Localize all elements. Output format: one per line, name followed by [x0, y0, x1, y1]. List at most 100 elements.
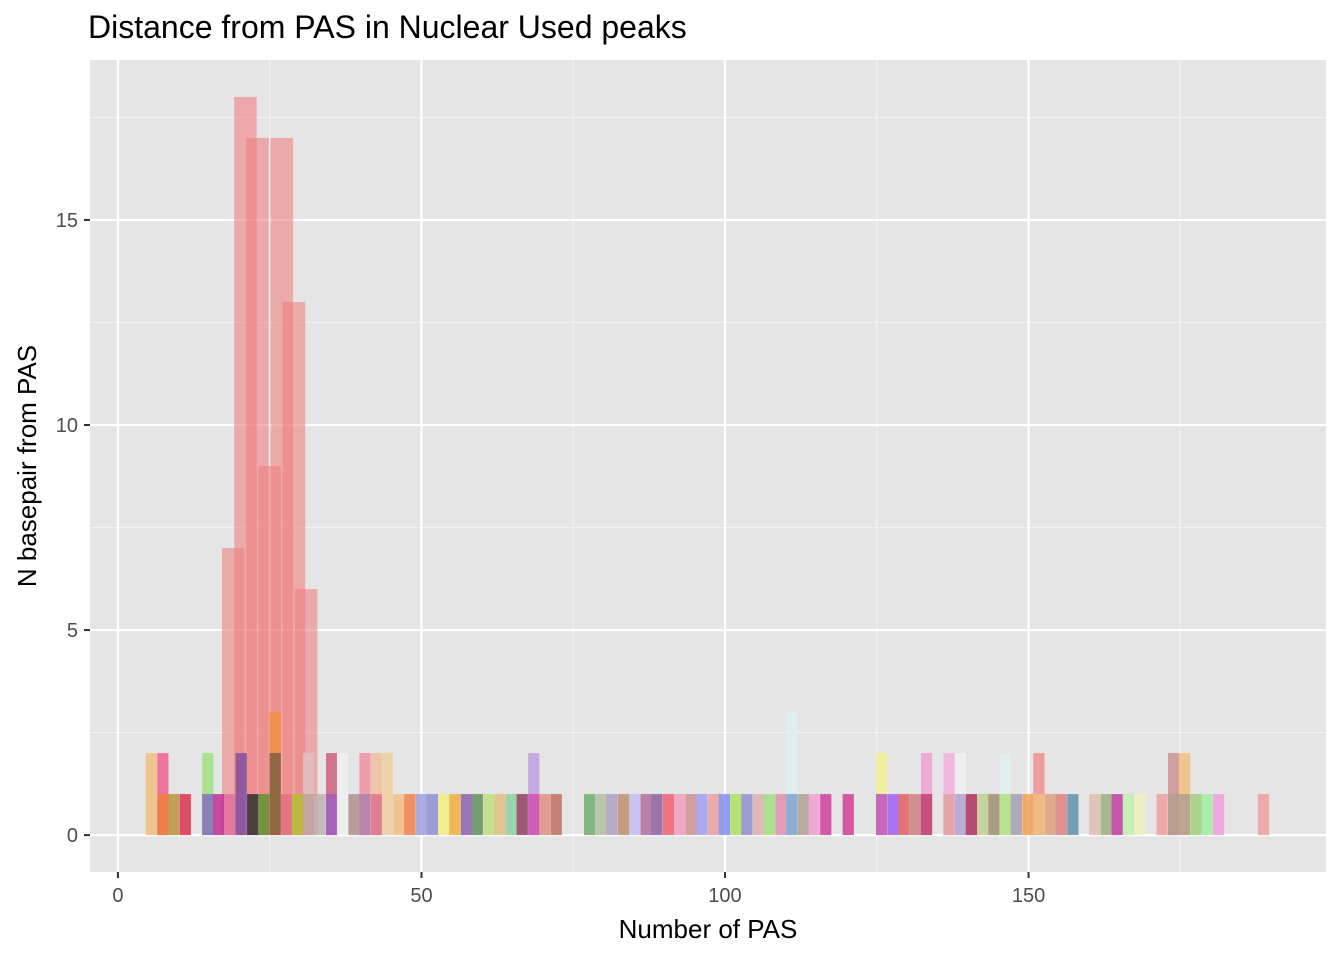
bar: [1055, 794, 1067, 836]
bar: [415, 794, 428, 836]
bar: [887, 794, 899, 836]
bar: [438, 794, 450, 836]
bar: [528, 794, 540, 836]
x-tick-label: 50: [410, 885, 432, 907]
bar: [292, 794, 304, 836]
bar: [426, 794, 439, 836]
bar: [539, 794, 551, 836]
bar: [965, 794, 978, 836]
bar: [258, 794, 270, 836]
bar: [494, 794, 506, 836]
chart-title: Distance from PAS in Nuclear Used peaks: [88, 9, 687, 45]
bar: [1257, 794, 1270, 836]
bar: [280, 794, 292, 836]
bar: [640, 794, 652, 836]
bar: [786, 794, 798, 836]
bar: [247, 794, 259, 836]
bar: [550, 794, 562, 836]
bar: [302, 794, 315, 836]
bar: [1111, 794, 1123, 836]
bar: [1123, 794, 1135, 836]
bar: [752, 794, 765, 836]
x-axis-label: Number of PAS: [619, 914, 798, 944]
bar: [920, 794, 933, 836]
bar: [1212, 794, 1225, 836]
bar: [235, 753, 247, 836]
bar: [1100, 794, 1112, 836]
x-tick-label: 100: [708, 885, 741, 907]
bar: [202, 794, 214, 836]
bar: [763, 794, 775, 836]
grid-major: [90, 60, 1326, 872]
bar: [898, 794, 910, 836]
bar: [977, 794, 989, 836]
bar: [1168, 794, 1180, 836]
bar: [1190, 794, 1202, 836]
bar: [1156, 794, 1168, 836]
bar: [348, 794, 360, 836]
bar: [269, 753, 281, 836]
bar: [314, 794, 326, 836]
bar: [820, 794, 832, 836]
bar: [381, 753, 394, 836]
bar: [797, 794, 809, 836]
bar: [662, 794, 675, 836]
bar: [651, 794, 663, 836]
bar: [325, 794, 338, 836]
bar: [393, 794, 405, 836]
bar: [618, 794, 630, 836]
x-tick-label: 150: [1012, 885, 1045, 907]
bar: [1134, 794, 1146, 836]
bar: [988, 794, 1000, 836]
y-tick-label: 5: [67, 620, 78, 642]
bar: [145, 753, 157, 836]
bar: [876, 794, 888, 836]
bar: [999, 794, 1012, 836]
bar: [673, 794, 686, 836]
bar: [730, 794, 742, 836]
x-tick-label: 0: [112, 885, 123, 907]
bar: [1033, 794, 1045, 836]
bar: [483, 794, 495, 836]
bar: [954, 794, 967, 836]
bar: [471, 794, 483, 836]
bar: [1178, 794, 1191, 836]
bar: [628, 794, 641, 836]
x-axis-ticks: 0 50 100 150: [112, 872, 1045, 907]
bar: [516, 794, 528, 836]
bar: [786, 712, 798, 836]
bar: [775, 794, 787, 836]
bar: [505, 794, 517, 836]
bar: [460, 794, 473, 836]
bar: [696, 794, 708, 836]
bar: [179, 794, 191, 836]
bar: [842, 794, 854, 836]
bar: [1022, 794, 1034, 836]
bar: [1044, 794, 1057, 836]
bar: [1201, 794, 1213, 836]
grid-minor: [90, 60, 1326, 872]
bar: [1067, 794, 1079, 836]
bar: [718, 794, 731, 836]
y-tick-label: 15: [56, 210, 78, 232]
bar: [910, 794, 922, 836]
bar: [213, 794, 225, 836]
bar: [595, 794, 607, 836]
bar: [370, 794, 383, 836]
bar: [1010, 794, 1023, 836]
bar: [741, 794, 753, 836]
y-tick-label: 0: [67, 825, 78, 847]
bar: [224, 794, 236, 836]
bar: [707, 794, 720, 836]
bar: [157, 794, 169, 836]
bar: [1089, 794, 1101, 836]
small-bars: [145, 712, 1270, 836]
bar: [168, 794, 180, 836]
bar: [336, 753, 349, 836]
y-axis-label: N basepair from PAS: [12, 345, 42, 587]
bar: [359, 794, 371, 836]
y-axis-ticks: 0 5 10 15: [56, 210, 90, 847]
bar: [584, 794, 596, 836]
bar: [685, 794, 697, 836]
bar: [808, 794, 820, 836]
